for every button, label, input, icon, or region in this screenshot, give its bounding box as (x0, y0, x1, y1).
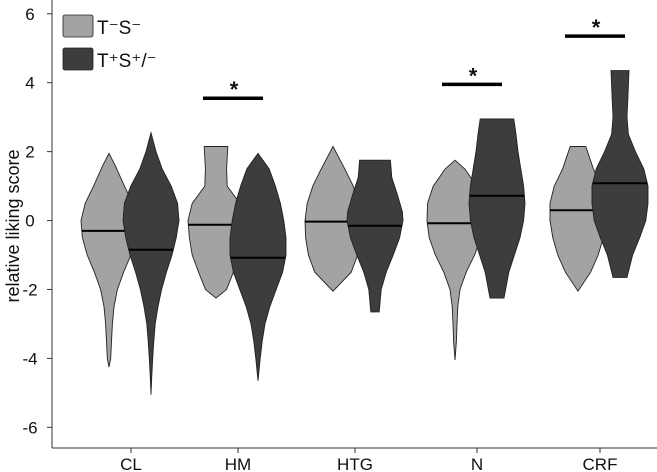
legend: T⁻S⁻ T⁺S⁺/⁻ (62, 14, 157, 72)
y-tick-label: -6 (22, 418, 37, 437)
significance-star: * (469, 63, 478, 88)
x-axis: CL HM HTG N CRF (52, 447, 657, 472)
x-tick-label: HM (225, 455, 251, 472)
y-axis: 6 4 2 0 -2 -4 -6 (22, 0, 53, 448)
legend-swatch-1 (62, 14, 94, 38)
violin-n-series-2 (468, 118, 526, 299)
legend-swatch-2 (62, 47, 94, 71)
significance-star: * (230, 77, 239, 102)
x-tick-label: N (471, 455, 483, 472)
violin-hm-series-2 (229, 152, 287, 381)
violins (80, 70, 649, 395)
y-tick-label: 4 (25, 74, 34, 93)
y-tick-label: 0 (25, 212, 34, 231)
legend-label-1: T⁻S⁻ (97, 18, 141, 39)
violin-crf-series-2 (591, 70, 649, 278)
y-tick-label: -4 (22, 349, 37, 368)
y-tick-label: 6 (25, 5, 34, 24)
y-axis-label: relative liking score (3, 149, 23, 302)
legend-label-2: T⁺S⁺/⁻ (97, 51, 157, 72)
y-tick-label: -2 (22, 280, 37, 299)
x-tick-label: CL (120, 455, 142, 472)
x-tick-label: HTG (337, 455, 373, 472)
significance-markers: * * * (203, 15, 625, 102)
significance-star: * (592, 15, 601, 40)
violin-htg-series-2 (346, 159, 404, 313)
violin-cl-series-1 (80, 152, 138, 368)
x-tick-label: CRF (583, 455, 618, 472)
violin-cl-series-2 (122, 130, 180, 395)
y-tick-label: 2 (25, 143, 34, 162)
